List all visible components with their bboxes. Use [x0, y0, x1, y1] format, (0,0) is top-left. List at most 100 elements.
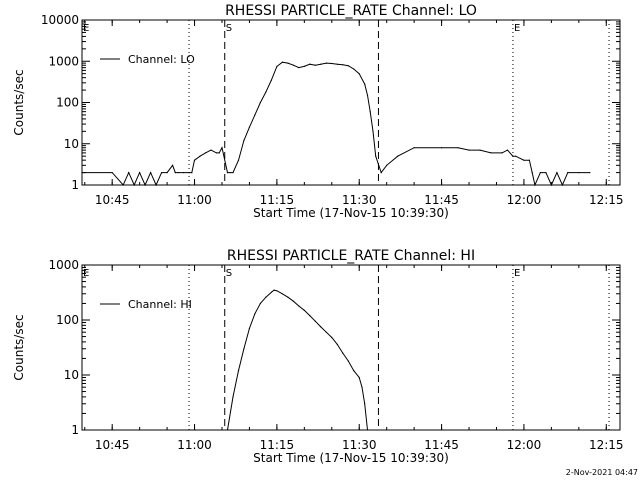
data-point — [309, 63, 311, 65]
data-point — [144, 184, 146, 186]
data-point — [199, 155, 201, 157]
data-point — [237, 159, 240, 161]
series-line — [82, 61, 590, 187]
time-marker-label: S — [226, 23, 232, 34]
data-point — [364, 403, 366, 405]
data-point — [248, 126, 250, 128]
data-point — [578, 172, 580, 174]
data-point — [361, 386, 363, 388]
y-axis-label: Counts/sec — [12, 69, 26, 135]
data-point — [441, 147, 443, 149]
data-point — [155, 184, 157, 186]
y-tick-label: 1000 — [48, 54, 79, 68]
data-point — [270, 79, 272, 81]
x-tick-label: 11:30 — [342, 193, 377, 207]
data-point — [221, 147, 223, 149]
data-point — [550, 184, 553, 186]
x-tick-label: 12:15 — [589, 193, 624, 207]
data-point — [342, 352, 344, 354]
chart-title: RHESSI PARTICLE_RATE Channel: LO — [225, 3, 477, 19]
data-point — [375, 155, 377, 157]
data-point — [413, 147, 415, 149]
time-marker-label: E — [83, 268, 89, 279]
x-tick-label: 11:00 — [177, 193, 212, 207]
data-point — [331, 336, 333, 339]
data-point — [386, 164, 388, 166]
data-point — [276, 290, 278, 292]
data-point — [561, 184, 564, 186]
data-point — [309, 315, 311, 317]
legend-label: Channel: HI — [128, 298, 192, 311]
data-point — [397, 155, 399, 157]
data-point — [183, 172, 185, 174]
data-point — [314, 320, 316, 322]
data-point — [298, 67, 300, 69]
legend-label: Channel: LO — [128, 53, 195, 66]
data-point — [172, 164, 174, 166]
data-point — [325, 62, 327, 64]
data-point — [468, 149, 470, 151]
x-axis-label: Start Time (17-Nov-15 10:39:30) — [253, 206, 449, 220]
y-tick-label: 100 — [56, 96, 79, 110]
data-point — [534, 184, 536, 186]
data-point — [111, 172, 113, 174]
data-point — [539, 172, 542, 174]
data-point — [292, 64, 294, 66]
data-point — [298, 305, 300, 307]
data-point — [506, 149, 509, 151]
data-point — [528, 159, 531, 161]
data-point — [380, 172, 382, 174]
data-point — [243, 139, 245, 142]
data-point — [276, 65, 278, 67]
data-point — [369, 111, 371, 113]
data-point — [523, 159, 525, 161]
data-point — [191, 172, 193, 174]
y-tick-label: 10 — [64, 137, 79, 151]
data-point — [281, 293, 283, 295]
data-point — [531, 172, 533, 174]
chart-title: RHESSI PARTICLE_RATE Channel: HI — [227, 248, 475, 264]
data-point — [128, 172, 130, 174]
data-point — [320, 63, 322, 65]
data-point — [347, 65, 349, 67]
y-axis-label: Counts/sec — [12, 314, 26, 380]
data-point — [204, 152, 207, 154]
data-point — [479, 149, 481, 151]
data-point — [232, 396, 234, 398]
time-marker-label: E — [514, 268, 520, 279]
data-point — [139, 172, 141, 174]
data-point — [287, 296, 289, 298]
data-point — [281, 61, 283, 63]
data-point — [210, 149, 212, 151]
x-tick-label: 11:30 — [342, 438, 377, 452]
data-point — [166, 172, 168, 174]
data-point — [347, 360, 349, 362]
data-point — [226, 172, 229, 174]
data-point — [232, 172, 234, 174]
y-tick-label: 1 — [71, 178, 79, 192]
time-marker-label: E — [83, 23, 89, 34]
data-point — [254, 114, 256, 116]
x-tick-label: 11:00 — [177, 438, 212, 452]
plot-panel: RHESSI PARTICLE_RATE Channel: LO Counts/s… — [12, 3, 624, 220]
data-point — [358, 376, 360, 379]
data-point — [215, 152, 218, 154]
data-point — [248, 327, 250, 330]
data-point — [193, 159, 196, 161]
data-point — [133, 184, 135, 186]
plot-panel: RHESSI PARTICLE_RATE Channel: HI Counts/s… — [12, 248, 624, 465]
data-point — [501, 152, 503, 154]
timestamp: 2-Nov-2021 04:47 — [565, 468, 638, 477]
data-point — [325, 331, 327, 333]
data-point — [254, 313, 256, 315]
data-point — [273, 289, 275, 291]
data-point — [292, 300, 294, 302]
data-point — [259, 101, 261, 104]
data-point — [366, 94, 369, 96]
data-point — [515, 155, 517, 157]
y-tick-label: 1000 — [48, 258, 79, 272]
data-point — [457, 147, 459, 149]
data-point — [342, 64, 344, 66]
x-tick-label: 11:15 — [260, 193, 295, 207]
